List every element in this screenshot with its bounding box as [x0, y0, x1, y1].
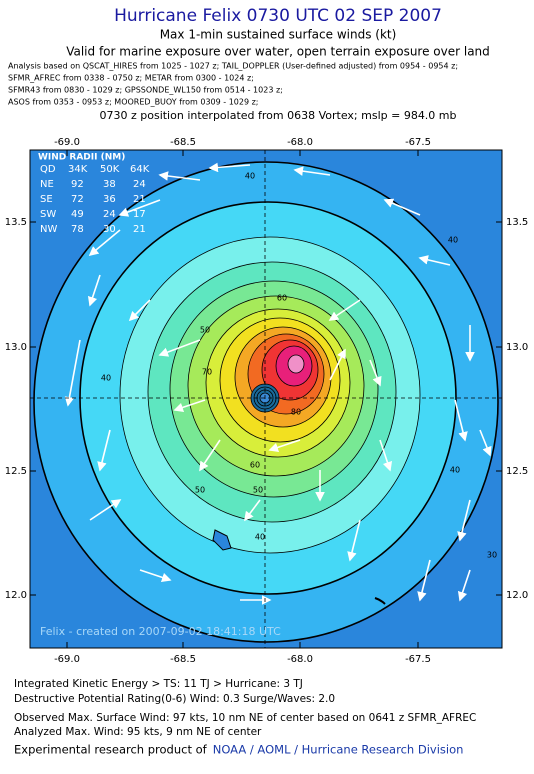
x-tick-label: -67.5 — [405, 137, 431, 148]
radii-cell: 78 — [71, 224, 84, 235]
radii-cell: 24 — [133, 179, 146, 190]
wind-arrow — [64, 339, 81, 407]
footer-line: Analyzed Max. Wind: 95 kts, 9 nm NE of c… — [14, 726, 262, 738]
radii-cell: 21 — [133, 194, 146, 205]
validity: Valid for marine exposure over water, op… — [66, 45, 490, 59]
x-tick-label: -68.0 — [287, 654, 313, 665]
x-tick-label: -69.0 — [54, 137, 80, 148]
contour-label: 70 — [202, 368, 212, 377]
wind-arrow — [118, 199, 161, 217]
wind-arrow — [293, 166, 331, 176]
wind-arrow — [173, 399, 206, 413]
island — [374, 597, 386, 605]
wind-arrow — [158, 339, 201, 357]
x-tick-label: -67.5 — [405, 654, 431, 665]
radii-cell: 30 — [103, 224, 116, 235]
organization: NOAA / AOML / Hurricane Research Divisio… — [213, 743, 464, 757]
island — [212, 529, 232, 551]
wind-arrow — [417, 559, 431, 602]
radii-cell: 17 — [133, 209, 146, 220]
x-tick-label: -68.0 — [287, 137, 313, 148]
contour-label: 60 — [277, 294, 287, 303]
y-tick-label: 12.5 — [5, 466, 27, 477]
wind-arrow — [418, 255, 451, 266]
contour-label: 40 — [255, 533, 265, 542]
plot-frame — [29, 149, 503, 649]
contour-label: 60 — [250, 461, 260, 470]
contour-label: 50 — [253, 486, 263, 495]
wind-arrow — [97, 429, 111, 472]
contour-label: 50 — [200, 326, 210, 335]
y-tick-label: 12.5 — [506, 466, 528, 477]
wind-arrow — [268, 439, 301, 453]
position-note: 0730 z position interpolated from 0638 V… — [99, 109, 456, 122]
wind-arrow — [347, 519, 361, 562]
analysis-line: Analysis based on QSCAT_HIRES from 1025 … — [8, 62, 458, 71]
radii-header: 64K — [130, 164, 150, 175]
radii-title: WIND RADII (NM) — [38, 153, 125, 163]
footer-line: Integrated Kinetic Energy > TS: 11 TJ > … — [14, 678, 303, 690]
subtitle: Max 1-min sustained surface winds (kt) — [160, 28, 397, 42]
y-tick-label: 12.0 — [506, 590, 528, 601]
wind-field: 40 40 50 40 60 50 70 80 60 50 40 40 30 WIND RADII (NM… — [30, 150, 502, 648]
contour-label: 50 — [195, 486, 205, 495]
radii-cell: 72 — [71, 194, 84, 205]
contour-label: 40 — [245, 172, 255, 181]
wind-arrow — [158, 171, 201, 181]
wind-arrow — [454, 399, 468, 442]
credit: Experimental research product of — [14, 743, 208, 757]
wind-arrow — [139, 569, 172, 583]
radii-header: 34K — [68, 164, 88, 175]
radii-header: 50K — [100, 164, 120, 175]
wind-arrow — [128, 299, 151, 322]
analysis-line: ASOS from 0353 - 0953 z; MOORED_BUOY fro… — [8, 98, 259, 107]
x-tick-label: -68.5 — [170, 654, 196, 665]
y-tick-label: 13.0 — [506, 342, 528, 353]
radii-cell: 24 — [103, 209, 116, 220]
watermark: Felix - created on 2007-09-02 18:41:18 U… — [40, 625, 281, 638]
y-tick-label: 12.0 — [5, 590, 27, 601]
wind-arrow — [479, 429, 492, 457]
radii-cell: SE — [40, 194, 53, 205]
contour-label: 40 — [101, 374, 111, 383]
wind-arrow — [383, 198, 421, 216]
wind-arrow — [328, 299, 361, 321]
contour-label: 30 — [487, 551, 497, 560]
radii-cell: NE — [40, 179, 54, 190]
title: Hurricane Felix 0730 UTC 02 SEP 2007 — [114, 6, 442, 26]
contour-band — [287, 354, 305, 374]
contour-label: 40 — [450, 466, 460, 475]
contour-label: 40 — [448, 236, 458, 245]
radii-cell: 21 — [133, 224, 146, 235]
radii-cell: NW — [40, 224, 57, 235]
footer-line: Destructive Potential Rating(0-6) Wind: … — [14, 693, 335, 705]
analysis-line: SFMR43 from 0830 - 1029 z; GPSSONDE_WL15… — [8, 86, 283, 95]
wind-arrow — [89, 499, 122, 521]
x-tick-label: -68.5 — [170, 137, 196, 148]
radii-cell: SW — [40, 209, 56, 220]
footer-line: Observed Max. Surface Wind: 97 kts, 10 n… — [14, 712, 476, 724]
wind-arrow — [369, 359, 382, 387]
wind-arrow — [379, 439, 393, 472]
wind-arrow — [457, 569, 471, 602]
wind-arrow — [208, 162, 251, 173]
analysis-line: SFMR_AFREC from 0338 - 0750 z; METAR fro… — [8, 74, 254, 83]
radii-cell: 38 — [103, 179, 116, 190]
radii-cell: 49 — [71, 209, 84, 220]
radii-cell: 36 — [103, 194, 116, 205]
radii-header: QD — [40, 164, 56, 175]
y-tick-label: 13.5 — [506, 217, 528, 228]
wind-arrow — [87, 274, 101, 307]
radii-cell: 92 — [71, 179, 84, 190]
y-tick-label: 13.0 — [5, 342, 27, 353]
contour-label: 80 — [291, 408, 301, 417]
wind-arrow — [244, 499, 261, 522]
x-tick-label: -69.0 — [54, 654, 80, 665]
wind-arrow — [199, 439, 221, 472]
wind-arrow — [88, 229, 121, 257]
wind-arrow — [457, 499, 471, 542]
y-tick-label: 13.5 — [5, 217, 27, 228]
wind-arrow — [329, 348, 346, 381]
